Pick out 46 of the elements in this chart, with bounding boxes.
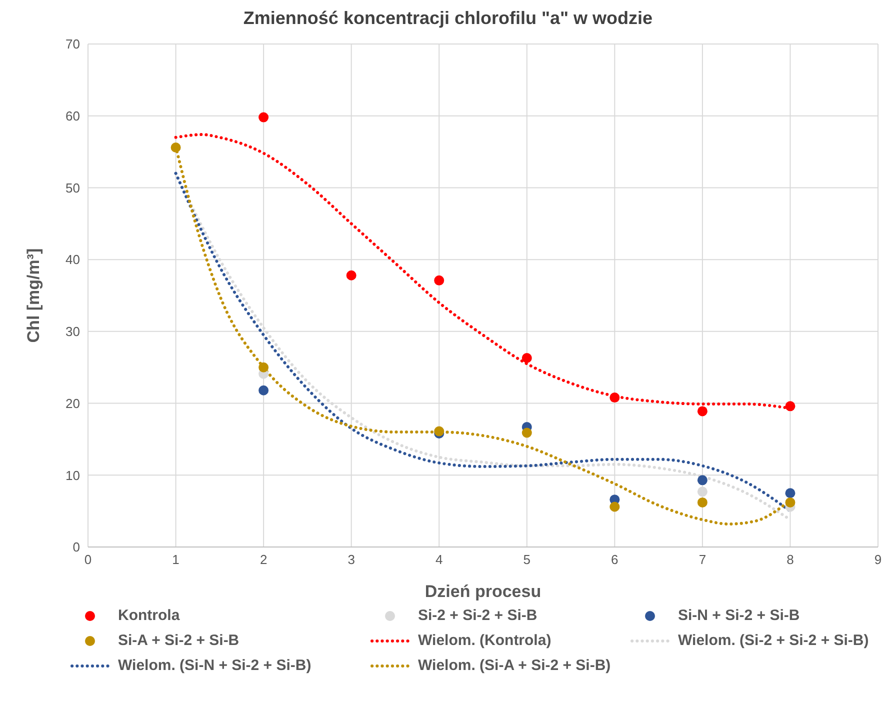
point (785, 488, 796, 498)
point (258, 112, 269, 122)
point (258, 362, 269, 372)
x-tick-label: 8 (786, 552, 794, 568)
point (610, 502, 620, 512)
y-tick-label: 40 (66, 252, 80, 268)
point (170, 142, 181, 152)
x-tick-label: 7 (698, 552, 706, 568)
legend-label: Si-A + Si-2 + Si-B (118, 632, 240, 649)
point (697, 406, 708, 416)
x-tick-label: 5 (523, 552, 531, 568)
y-tick-label: 70 (66, 36, 80, 52)
legend-label: Wielom. (Si-N + Si-2 + Si-B) (118, 657, 312, 674)
chart-title: Zmienność koncentracji chlorofilu "a" w wodzie (242, 8, 654, 29)
point (610, 392, 620, 403)
point (258, 385, 269, 396)
x-tick-label: 2 (260, 552, 268, 568)
x-tick-label: 3 (348, 552, 355, 568)
x-tick-label: 0 (84, 552, 92, 568)
x-tick-label: 1 (172, 552, 180, 568)
point (434, 275, 444, 286)
x-tick-label: 6 (611, 552, 618, 568)
point (785, 497, 796, 508)
y-tick-label: 10 (66, 468, 80, 483)
y-tick-label: 20 (66, 396, 80, 411)
point (697, 475, 708, 486)
legend-label: Wielom. (Si-2 + Si-2 + Si-B) (678, 632, 869, 649)
y-axis-title: Chl [mg/m³] (24, 248, 44, 343)
y-tick-label: 50 (66, 180, 80, 196)
point (785, 401, 796, 412)
y-tick-label: 60 (66, 108, 80, 124)
legend-label: Wielom. (Si-A + Si-2 + Si-B) (418, 657, 611, 674)
point (522, 428, 532, 438)
legend-label: Wielom. (Kontrola) (418, 632, 552, 649)
point (522, 353, 532, 364)
legend-label: Si-2 + Si-2 + Si-B (418, 607, 538, 624)
point (697, 486, 708, 497)
point (697, 497, 708, 508)
legend-label: Kontrola (118, 607, 180, 624)
legend-label: Si-N + Si-2 + Si-B (678, 607, 800, 624)
y-tick-label: 30 (66, 324, 80, 340)
x-axis-title: Dzień procesu (424, 582, 542, 601)
x-tick-label: 9 (874, 552, 882, 568)
y-tick-label: 0 (72, 540, 80, 555)
x-tick-label: 4 (435, 552, 443, 568)
point (346, 270, 356, 280)
